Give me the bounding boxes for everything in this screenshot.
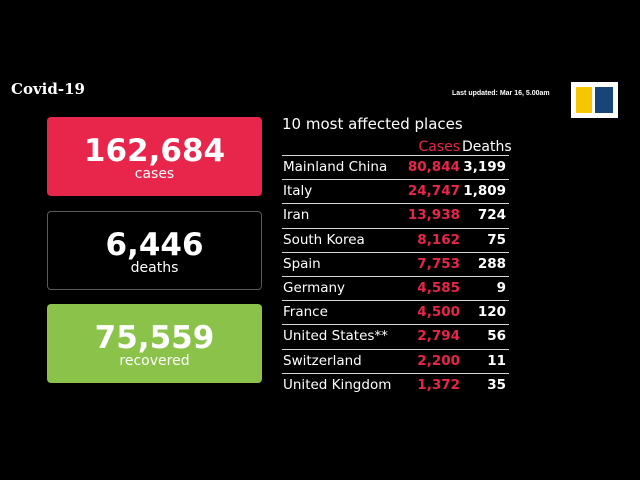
place-deaths: 56 <box>487 328 506 345</box>
cases-label: cases <box>134 166 175 182</box>
place-name: United States** <box>283 328 388 345</box>
place-deaths: 1,809 <box>463 183 506 200</box>
affected-places-table: Mainland China 80,844 3,199 Italy 24,747… <box>282 155 509 397</box>
place-cases: 24,747 <box>407 183 460 200</box>
place-deaths: 11 <box>487 352 506 369</box>
place-name: South Korea <box>283 231 365 248</box>
place-name: United Kingdom <box>283 376 392 393</box>
deaths-label: deaths <box>130 260 179 276</box>
table-row: South Korea 8,162 75 <box>282 227 509 252</box>
place-cases: 7,753 <box>417 255 460 272</box>
recovered-card: 75,559 recovered <box>47 304 262 383</box>
table-row: Iran 13,938 724 <box>282 203 509 227</box>
place-cases: 80,844 <box>407 159 460 175</box>
place-deaths: 9 <box>496 279 506 296</box>
place-deaths: 120 <box>477 304 506 321</box>
table-row: Spain 7,753 288 <box>282 251 509 276</box>
recovered-total: 75,559 <box>94 320 215 356</box>
place-name: Italy <box>283 183 313 200</box>
table-row: France 4,500 120 <box>282 300 509 324</box>
table-title: 10 most affected places <box>282 115 463 133</box>
place-cases: 2,200 <box>417 352 460 369</box>
place-name: Iran <box>283 207 310 224</box>
logo-yellow-block <box>576 87 592 113</box>
place-name: Switzerland <box>283 352 362 369</box>
place-deaths: 3,199 <box>463 159 506 175</box>
last-updated-text: Last updated: Mar 16, 5.00am <box>452 90 550 97</box>
place-name: France <box>283 304 328 321</box>
place-cases: 2,794 <box>417 328 460 345</box>
table-row: Italy 24,747 1,809 <box>282 179 509 203</box>
place-deaths: 35 <box>487 376 506 393</box>
place-cases: 1,372 <box>417 376 460 393</box>
place-name: Germany <box>283 279 346 296</box>
page-title: Covid-19 <box>11 80 85 98</box>
scmp-logo-icon <box>571 82 618 118</box>
place-deaths: 75 <box>487 231 506 248</box>
place-cases: 13,938 <box>407 207 460 224</box>
cases-card: 162,684 cases <box>47 117 262 196</box>
table-row: Switzerland 2,200 11 <box>282 348 509 373</box>
deaths-total: 6,446 <box>105 227 204 263</box>
table-row: United States** 2,794 56 <box>282 324 509 348</box>
place-name: Spain <box>283 255 321 272</box>
place-cases: 8,162 <box>417 231 460 248</box>
place-name: Mainland China <box>283 159 388 175</box>
table-row: United Kingdom 1,372 35 <box>282 372 509 397</box>
place-deaths: 724 <box>477 207 506 224</box>
cases-total: 162,684 <box>83 133 226 169</box>
column-header-cases: Cases <box>418 139 460 155</box>
logo-blue-block <box>595 87 613 113</box>
place-cases: 4,500 <box>417 304 460 321</box>
deaths-card: 6,446 deaths <box>47 211 262 290</box>
column-header-deaths: Deaths <box>462 139 512 155</box>
place-deaths: 288 <box>477 255 506 272</box>
table-row: Germany 4,585 9 <box>282 275 509 300</box>
recovered-label: recovered <box>119 353 190 369</box>
place-cases: 4,585 <box>417 279 460 296</box>
table-row: Mainland China 80,844 3,199 <box>282 155 509 179</box>
